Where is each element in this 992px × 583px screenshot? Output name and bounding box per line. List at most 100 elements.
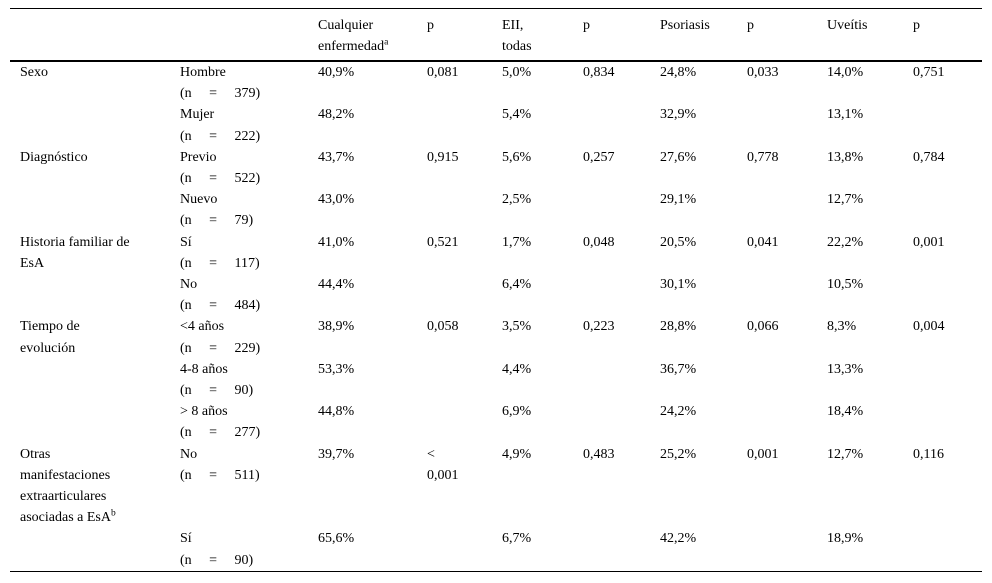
category-cell — [10, 189, 180, 231]
header-cell-p2: p — [583, 8, 660, 62]
subgroup-n-count: (n = 511) — [180, 467, 260, 483]
value-cell: 3,5% — [502, 319, 532, 335]
category-cell — [10, 274, 180, 316]
header-cell-p1: p — [427, 8, 502, 62]
value-cell: 5,0% — [502, 65, 532, 80]
category-cell — [10, 528, 180, 571]
value-cell: 18,4% — [827, 404, 864, 420]
subgroup-n-count: (n = 79) — [180, 213, 254, 229]
value-cell: 40,9% — [318, 65, 355, 80]
pvalue-cell — [427, 104, 502, 146]
pvalue-cell: 0,257 — [583, 149, 615, 165]
subgroup-label: No — [180, 446, 198, 462]
table-row: No (n = 484) 44,4% 6,4% 30,1% 10,5% — [10, 274, 982, 316]
subgroup-label: Hombre — [180, 65, 226, 80]
category-cell: Diagnóstico — [10, 147, 180, 189]
value-cell: 44,8% — [318, 404, 355, 420]
footnote-marker-b: b — [110, 508, 116, 519]
results-table: Cualquier enfermedada p EII, todas p Pso… — [10, 8, 982, 572]
value-cell: 28,8% — [660, 319, 697, 335]
value-cell: 43,7% — [318, 149, 355, 165]
category-cell — [10, 359, 180, 401]
pvalue-cell — [427, 528, 502, 571]
subgroup-label: Sí — [180, 531, 192, 547]
header-cell-cualquier-enfermedad: Cualquier enfermedada — [318, 8, 427, 62]
pvalue-cell — [913, 528, 982, 571]
pvalue-cell — [427, 189, 502, 231]
pvalue-cell — [583, 359, 660, 401]
value-cell: 2,5% — [502, 192, 532, 208]
value-cell: 12,7% — [827, 446, 864, 462]
value-cell: 24,2% — [660, 404, 697, 420]
subgroup-label: <4 años — [180, 319, 225, 335]
pvalue-cell — [913, 401, 982, 443]
pvalue-cell — [747, 189, 827, 231]
header-cell-p3: p — [747, 8, 827, 62]
header-label: p — [427, 18, 434, 33]
subgroup-cell: Hombre (n = 379) — [180, 61, 318, 104]
table-row: Diagnóstico Previo (n = 522) 43,7% 0,915 5,6%… — [10, 147, 982, 189]
value-cell: 13,3% — [827, 361, 864, 377]
table-row: Mujer (n = 222) 48,2% 5,4% 32,9% 13,1% — [10, 104, 982, 146]
subgroup-cell: Mujer (n = 222) — [180, 104, 318, 146]
category-label: Historia familiar de EsA — [20, 234, 130, 271]
pvalue-cell: 0,004 — [913, 319, 945, 335]
pvalue-cell — [583, 401, 660, 443]
pvalue-cell — [747, 104, 827, 146]
value-cell: 4,9% — [502, 446, 532, 462]
subgroup-label: Sí — [180, 234, 192, 250]
value-cell: 48,2% — [318, 107, 355, 123]
category-label: Diagnóstico — [20, 149, 88, 165]
subgroup-label: No — [180, 277, 198, 293]
table-row: Sí (n = 90) 65,6% 6,7% 42,2% 18,9% — [10, 528, 982, 571]
subgroup-n-count: (n = 522) — [180, 171, 261, 187]
header-cell-category — [10, 8, 180, 62]
value-cell: 65,6% — [318, 531, 355, 547]
header-cell-subgroup — [180, 8, 318, 62]
header-label: Psoriasis — [660, 18, 710, 33]
value-cell: 30,1% — [660, 277, 697, 293]
subgroup-cell: Previo (n = 522) — [180, 147, 318, 189]
pvalue-cell — [427, 274, 502, 316]
value-cell: 36,7% — [660, 361, 697, 377]
header-row: Cualquier enfermedada p EII, todas p Pso… — [10, 8, 982, 62]
pvalue-cell — [913, 189, 982, 231]
subgroup-n-count: (n = 222) — [180, 128, 261, 144]
pvalue-cell — [583, 189, 660, 231]
value-cell: 44,4% — [318, 277, 355, 293]
subgroup-label: Nuevo — [180, 192, 218, 208]
value-cell: 53,3% — [318, 361, 355, 377]
pvalue-cell — [747, 274, 827, 316]
value-cell: 29,1% — [660, 192, 697, 208]
pvalue-cell: 0,784 — [913, 149, 945, 165]
subgroup-n-count: (n = 117) — [180, 255, 260, 271]
subgroup-cell: No (n = 484) — [180, 274, 318, 316]
pvalue-cell: 0,058 — [427, 319, 459, 335]
pvalue-cell — [427, 359, 502, 401]
table-row: > 8 años (n = 277) 44,8% 6,9% 24,2% 18,4% — [10, 401, 982, 443]
header-label: Cualquier enfermedad — [318, 18, 385, 54]
subgroup-label: > 8 años — [180, 404, 228, 420]
value-cell: 25,2% — [660, 446, 697, 462]
table-row: Otras manifestaciones extraarticulares a… — [10, 444, 982, 529]
value-cell: 14,0% — [827, 65, 864, 80]
subgroup-n-count: (n = 484) — [180, 298, 261, 314]
pvalue-cell — [583, 104, 660, 146]
category-cell: Otras manifestaciones extraarticulares a… — [10, 444, 180, 529]
pvalue-cell — [427, 401, 502, 443]
header-cell-uveitis: Uveítis — [827, 8, 913, 62]
value-cell: 6,7% — [502, 531, 532, 547]
header-label: Uveítis — [827, 18, 868, 33]
header-label: EII, todas — [502, 18, 532, 54]
value-cell: 13,8% — [827, 149, 864, 165]
subgroup-n-count: (n = 379) — [180, 86, 261, 102]
pvalue-cell — [747, 401, 827, 443]
value-cell: 20,5% — [660, 234, 697, 250]
category-cell — [10, 401, 180, 443]
subgroup-cell: No (n = 511) — [180, 444, 318, 529]
value-cell: 22,2% — [827, 234, 864, 250]
pvalue-cell — [747, 359, 827, 401]
pvalue-cell — [913, 274, 982, 316]
table-row: Historia familiar de EsA Sí (n = 117) 41,0%… — [10, 232, 982, 274]
